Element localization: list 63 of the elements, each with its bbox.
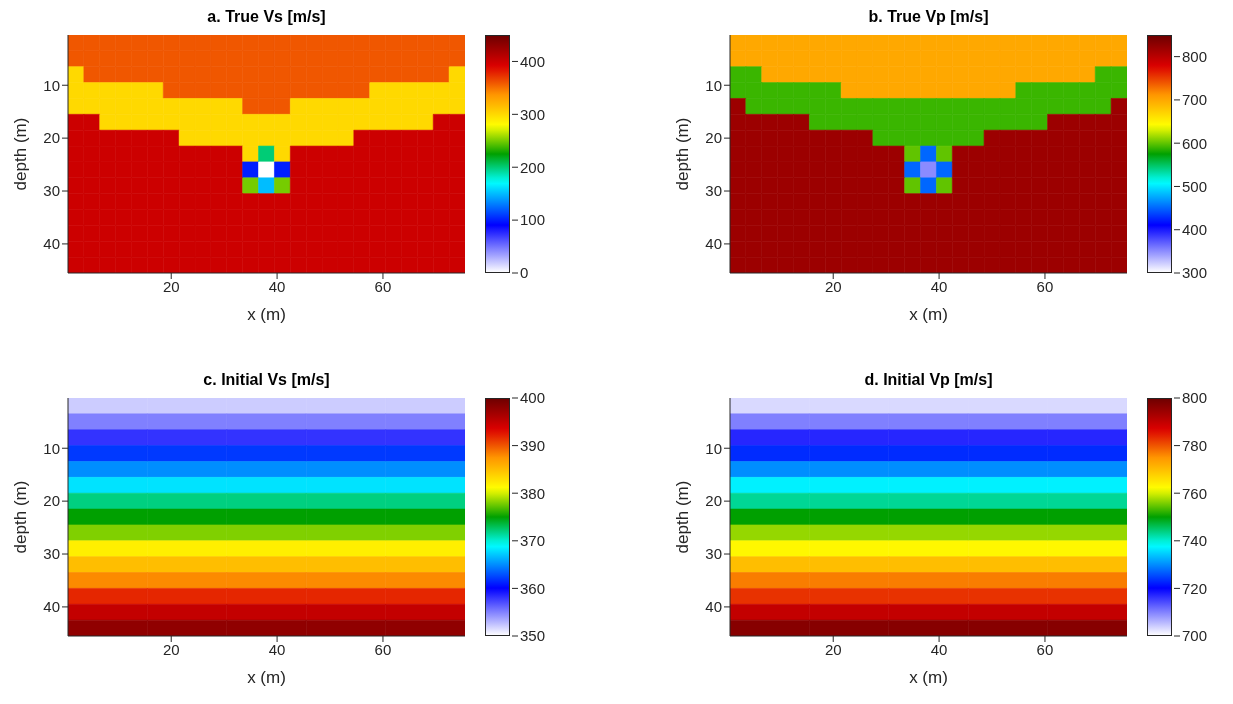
x-tick-label: 40 xyxy=(930,277,948,295)
x-axis-title: x (m) xyxy=(247,668,286,688)
chart-title: a. True Vs [m/s] xyxy=(206,8,327,26)
y-tick-label: 20 xyxy=(705,129,722,147)
y-tick-label: 30 xyxy=(43,545,60,563)
color-bar-label: 700 xyxy=(1182,91,1208,109)
color-bar-label: 100 xyxy=(520,211,546,229)
y-tick-label: 10 xyxy=(43,439,60,457)
y-tick-label: 10 xyxy=(43,76,60,94)
color-bar-label: 780 xyxy=(1182,436,1208,454)
y-tick-label: 10 xyxy=(705,76,722,94)
color-bar-label: 400 xyxy=(1182,221,1208,239)
color-bar-label: 700 xyxy=(1182,627,1208,645)
color-bar-label: 0 xyxy=(520,264,529,282)
y-axis-title: depth (m) xyxy=(11,117,31,191)
x-tick-label: 20 xyxy=(824,640,842,658)
y-tick-label: 20 xyxy=(43,492,60,510)
y-tick-label: 40 xyxy=(43,235,60,253)
y-tick-label: 40 xyxy=(705,235,722,253)
x-tick-label: 40 xyxy=(268,640,286,658)
y-tick-label: 10 xyxy=(705,439,722,457)
y-tick-label: 30 xyxy=(705,545,722,563)
color-bar-label: 500 xyxy=(1182,177,1208,195)
y-tick-label: 30 xyxy=(43,182,60,200)
x-tick-label: 60 xyxy=(1036,640,1054,658)
x-tick-label: 20 xyxy=(162,640,180,658)
y-axis-title: depth (m) xyxy=(673,117,693,191)
x-axis-title: x (m) xyxy=(247,305,286,325)
color-bar-label: 380 xyxy=(520,484,546,502)
x-tick-label: 60 xyxy=(374,277,392,295)
color-bar-label: 400 xyxy=(520,389,546,407)
color-bar-label: 200 xyxy=(520,158,546,176)
chart-title: d. Initial Vp [m/s] xyxy=(863,371,994,389)
x-tick-label: 20 xyxy=(162,277,180,295)
color-bar-label: 370 xyxy=(520,532,546,550)
color-bar-label: 400 xyxy=(520,52,546,70)
color-bar-label: 800 xyxy=(1182,47,1208,65)
color-bar-label: 760 xyxy=(1182,484,1208,502)
color-bar-label: 720 xyxy=(1182,579,1208,597)
y-axis-title: depth (m) xyxy=(11,480,31,554)
color-bar-label: 300 xyxy=(520,105,546,123)
color-bar-label: 350 xyxy=(520,627,546,645)
y-tick-label: 40 xyxy=(705,598,722,616)
x-tick-label: 60 xyxy=(374,640,392,658)
x-tick-label: 40 xyxy=(268,277,286,295)
color-bar-label: 800 xyxy=(1182,389,1208,407)
color-bar-label: 360 xyxy=(520,579,546,597)
x-tick-label: 20 xyxy=(824,277,842,295)
y-tick-label: 40 xyxy=(43,598,60,616)
x-tick-label: 60 xyxy=(1036,277,1054,295)
chart-title: c. Initial Vs [m/s] xyxy=(202,371,331,389)
color-bar-label: 300 xyxy=(1182,264,1208,282)
chart-title: b. True Vp [m/s] xyxy=(867,8,990,26)
x-tick-label: 40 xyxy=(930,640,948,658)
color-bar-label: 740 xyxy=(1182,532,1208,550)
y-axis-title: depth (m) xyxy=(673,480,693,554)
color-bar-label: 390 xyxy=(520,436,546,454)
y-tick-label: 20 xyxy=(43,129,60,147)
x-axis-title: x (m) xyxy=(909,305,948,325)
x-axis-title: x (m) xyxy=(909,668,948,688)
y-tick-label: 20 xyxy=(705,492,722,510)
color-bar-label: 600 xyxy=(1182,134,1208,152)
y-tick-label: 30 xyxy=(705,182,722,200)
